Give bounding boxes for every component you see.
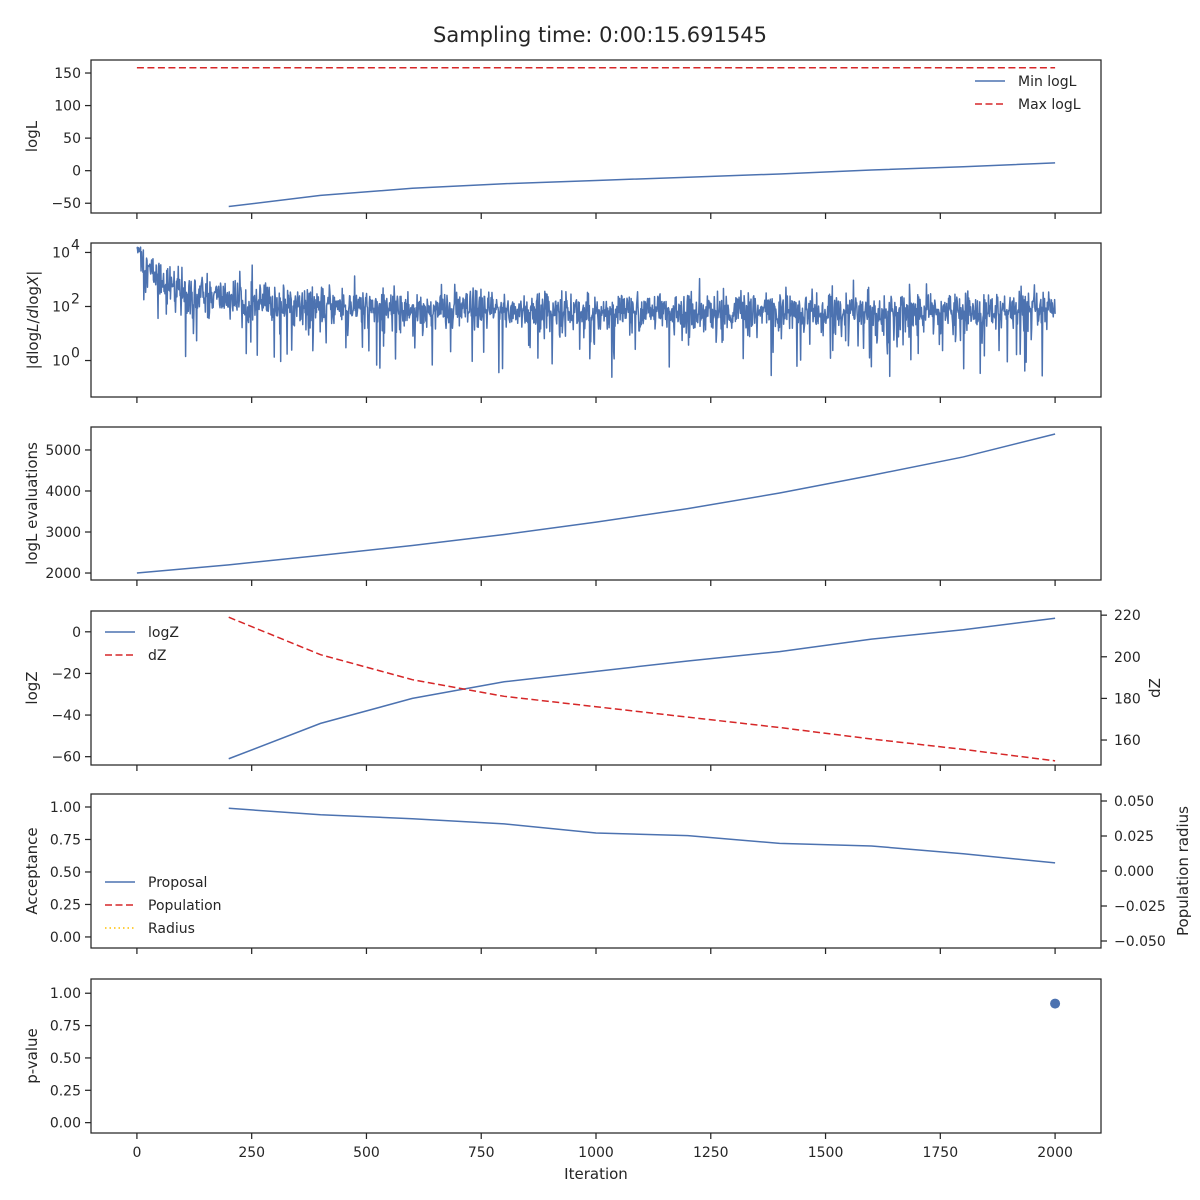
y-tick-label-right: 180 <box>1114 691 1141 707</box>
y-tick-label: 0.25 <box>50 1083 81 1099</box>
y-axis-label-part: X <box>24 275 42 287</box>
y-tick-label: 0 <box>72 164 81 180</box>
x-tick-label: 1500 <box>808 1145 844 1161</box>
y-axis-label: logZ <box>23 671 41 704</box>
axes-frame <box>90 59 1102 214</box>
panel-5: 0.00 0.25 0.50 0.75 1.00 −0.050 −0.025 0.000 0.0… <box>23 793 1192 954</box>
y-tick-label: 50 <box>63 131 81 147</box>
y-axis-label-part: d <box>24 308 42 318</box>
series-line-dz <box>228 616 1056 762</box>
legend-label: Radius <box>148 921 195 937</box>
y-axis-label-part: L <box>24 323 42 331</box>
y-tick-label: −20 <box>51 666 81 682</box>
x-tick-label: 250 <box>238 1145 265 1161</box>
y-tick-label: 5000 <box>45 443 81 459</box>
y-tick-label: 3000 <box>45 525 81 541</box>
y-axis-label-part: | <box>24 364 42 369</box>
y-tick-label: 10 <box>52 299 70 315</box>
series-line <box>136 246 1056 379</box>
y-tick-label: 0.75 <box>50 832 81 848</box>
y-tick-label: 0.75 <box>50 1019 81 1035</box>
panel-6: 0.00 0.25 0.50 0.75 1.00 0 250 500 750 1000 1250 15… <box>23 978 1102 1183</box>
series-line-proposal <box>228 807 1056 864</box>
y-axis-label-right: dZ <box>1146 678 1164 698</box>
y-axis-label: |dlogL/dlogX| <box>24 271 42 370</box>
legend-label: Max logL <box>1018 97 1081 113</box>
y-axis-label: Acceptance <box>23 827 41 914</box>
y-tick-label: 0 <box>72 625 81 641</box>
x-tick-label: 1250 <box>693 1145 729 1161</box>
legend-label: dZ <box>148 648 166 664</box>
y-tick-label-right: 0.000 <box>1114 864 1154 880</box>
y-axis-label-part: log <box>24 332 42 355</box>
axes-frame <box>90 978 1102 1134</box>
y-tick-label-right: 0.025 <box>1114 829 1154 845</box>
y-tick-label: 1.00 <box>50 986 81 1002</box>
y-axis-label-part: log <box>24 286 42 309</box>
y-tick-exponent: 4 <box>71 237 80 253</box>
x-tick-label: 0 <box>132 1145 141 1161</box>
series-line-0 <box>136 433 1056 574</box>
panel-4: −60 −40 −20 0 160 180 200 220 logZ dZ logZ dZ <box>23 608 1164 771</box>
y-axis-label-right: Population radius <box>1174 806 1192 936</box>
figure-title: Sampling time: 0:00:15.691545 <box>433 23 767 47</box>
axes-frame <box>90 426 1102 581</box>
y-axis-label: p-value <box>23 1028 41 1084</box>
x-tick-label: 750 <box>468 1145 495 1161</box>
y-tick-label-right: 200 <box>1114 650 1141 666</box>
y-axis-label-part: / <box>24 317 42 323</box>
y-tick-label: 2000 <box>45 566 81 582</box>
x-tick-label: 1000 <box>578 1145 614 1161</box>
y-tick-label: −50 <box>51 196 81 212</box>
y-axis-label: logL evaluations <box>23 442 41 565</box>
y-tick-label: 10 <box>52 354 70 370</box>
y-axis-label-part: d <box>24 355 42 365</box>
y-tick-exponent: 0 <box>71 346 80 362</box>
data-point <box>1050 998 1061 1009</box>
y-tick-label-right: 0.050 <box>1114 794 1154 810</box>
y-tick-label: 150 <box>54 66 81 82</box>
axes-frame <box>90 610 1102 766</box>
y-tick-label: 1.00 <box>50 800 81 816</box>
x-tick-label: 500 <box>353 1145 380 1161</box>
y-tick-label-right: −0.050 <box>1114 934 1166 950</box>
y-tick-label-right: 160 <box>1114 733 1141 749</box>
y-tick-label: 0.50 <box>50 865 81 881</box>
series-line-logz <box>228 617 1056 760</box>
x-tick-label: 2000 <box>1037 1145 1073 1161</box>
legend-label: Min logL <box>1018 74 1077 90</box>
y-tick-label: 0.00 <box>50 930 81 946</box>
y-tick-exponent: 2 <box>71 291 80 307</box>
y-tick-label: 10 <box>52 245 70 261</box>
legend-label: logZ <box>148 625 179 641</box>
legend: logZ dZ <box>105 625 179 664</box>
y-tick-label: 4000 <box>45 484 81 500</box>
y-tick-label: −60 <box>51 750 81 766</box>
series-line-min-logl <box>228 162 1056 208</box>
y-tick-label: 0.25 <box>50 897 81 913</box>
axes-frame <box>90 793 1102 949</box>
x-tick-label: 1750 <box>922 1145 958 1161</box>
y-tick-label: 0.50 <box>50 1051 81 1067</box>
legend-label: Population <box>148 898 222 914</box>
y-tick-label: −40 <box>51 708 81 724</box>
x-axis-label: Iteration <box>564 1165 628 1183</box>
y-axis-label: logL <box>23 120 41 152</box>
legend: Min logL Max logL <box>975 74 1081 113</box>
y-tick-label-right: −0.025 <box>1114 899 1166 915</box>
y-axis-label-part: | <box>24 271 42 276</box>
panel-1: −50 0 50 100 150 logL Min logL Max logL <box>23 59 1102 219</box>
legend-label: Proposal <box>148 875 207 891</box>
y-tick-label: 100 <box>54 99 81 115</box>
legend: Proposal Population Radius <box>105 875 222 937</box>
y-tick-label: 0.00 <box>50 1116 81 1132</box>
y-tick-label-right: 220 <box>1114 608 1141 624</box>
